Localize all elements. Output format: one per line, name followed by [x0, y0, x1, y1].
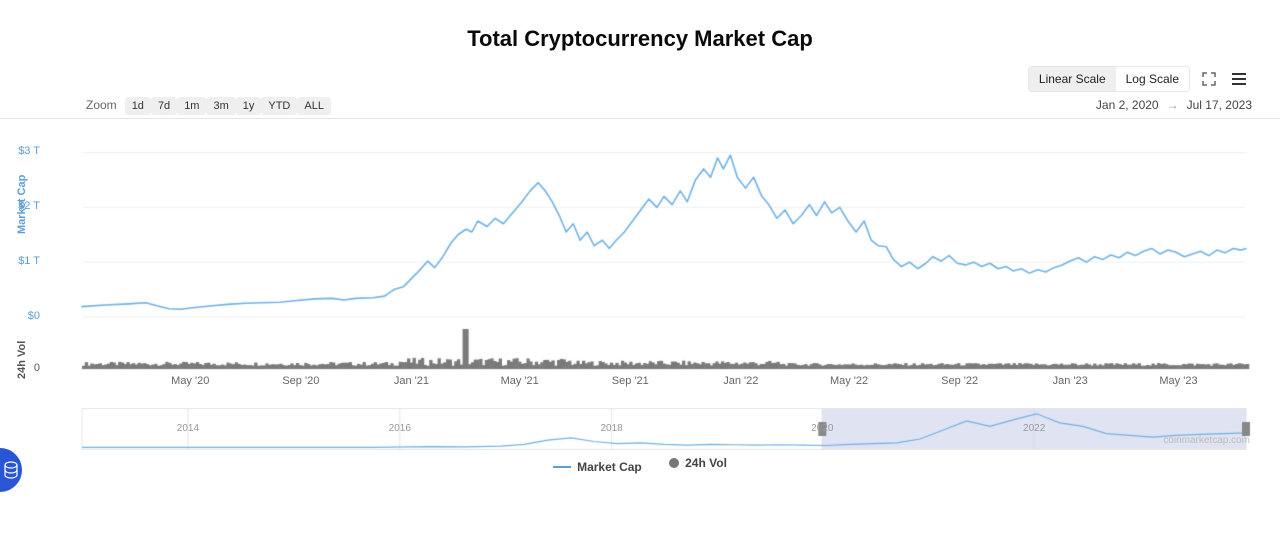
x-tick: Sep '21	[612, 375, 649, 387]
scale-log-button[interactable]: Log Scale	[1116, 67, 1189, 91]
zoom-1d-button[interactable]: 1d	[125, 97, 151, 115]
x-tick: May '23	[1159, 375, 1197, 387]
arrow-icon: →	[1167, 98, 1179, 112]
navigator-canvas[interactable]	[36, 408, 1252, 450]
chart-toolbar: Zoom 1d7d1m3m1yYTDALL Jan 2, 2020 → Jul …	[0, 94, 1280, 119]
x-tick: Jan '21	[394, 375, 429, 387]
x-tick: Jan '22	[723, 375, 758, 387]
legend-volume-swatch	[669, 458, 679, 468]
y-tick: $2 T	[6, 200, 40, 212]
nav-x-tick: 2016	[389, 423, 411, 434]
zoom-1m-button[interactable]: 1m	[177, 97, 206, 115]
fullscreen-icon[interactable]	[1198, 68, 1220, 90]
legend-marketcap-swatch	[553, 466, 571, 468]
zoom-1y-button[interactable]: 1y	[236, 97, 262, 115]
legend: Market Cap 24h Vol	[0, 450, 1280, 474]
y-tick: $3 T	[6, 145, 40, 157]
attribution: coinmarketcap.com	[1163, 435, 1250, 446]
zoom-label: Zoom	[86, 98, 117, 112]
x-tick: Sep '22	[941, 375, 978, 387]
chart-title: Total Cryptocurrency Market Cap	[0, 0, 1280, 52]
zoom-all-button[interactable]: ALL	[297, 97, 331, 115]
zoom-group: Zoom 1d7d1m3m1yYTDALL	[86, 98, 331, 112]
nav-x-tick: 2020	[811, 423, 833, 434]
scale-linear-button[interactable]: Linear Scale	[1029, 67, 1116, 91]
y-tick: $1 T	[6, 255, 40, 267]
date-to[interactable]: Jul 17, 2023	[1187, 98, 1252, 112]
x-tick: Jan '23	[1053, 375, 1088, 387]
top-controls: Linear Scale Log Scale	[0, 52, 1280, 92]
zoom-ytd-button[interactable]: YTD	[261, 97, 297, 115]
legend-marketcap: Market Cap	[553, 460, 642, 474]
zoom-3m-button[interactable]: 3m	[206, 97, 235, 115]
date-range: Jan 2, 2020 → Jul 17, 2023	[1096, 98, 1252, 112]
x-tick: May '20	[171, 375, 209, 387]
legend-volume: 24h Vol	[669, 456, 727, 470]
nav-x-tick: 2018	[600, 423, 622, 434]
y-tick-vol: 0	[6, 362, 40, 374]
menu-icon[interactable]	[1228, 68, 1250, 90]
nav-x-tick: 2014	[177, 423, 199, 434]
nav-x-tick: 2022	[1023, 423, 1045, 434]
date-from[interactable]: Jan 2, 2020	[1096, 98, 1159, 112]
x-tick: May '22	[830, 375, 868, 387]
legend-marketcap-label: Market Cap	[577, 460, 642, 474]
chart-area: Market Cap 24h Vol $0$1 T$2 T$3 T0 May '…	[0, 119, 1280, 450]
x-tick: Sep '20	[282, 375, 319, 387]
y-tick: $0	[6, 310, 40, 322]
legend-volume-label: 24h Vol	[685, 456, 727, 470]
x-tick: May '21	[501, 375, 539, 387]
main-chart-canvas[interactable]	[36, 119, 1252, 394]
scale-toggle: Linear Scale Log Scale	[1028, 66, 1190, 92]
zoom-7d-button[interactable]: 7d	[151, 97, 177, 115]
